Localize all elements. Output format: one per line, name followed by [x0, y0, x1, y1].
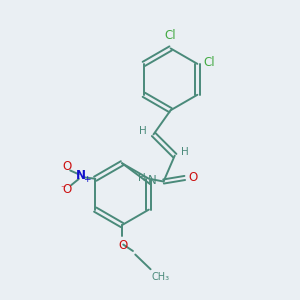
Text: H: H: [181, 147, 189, 157]
Text: Cl: Cl: [165, 29, 176, 42]
Text: ⁻: ⁻: [60, 184, 65, 194]
Text: N: N: [76, 169, 85, 182]
Text: H: H: [139, 126, 147, 136]
Text: +: +: [83, 175, 91, 184]
Text: O: O: [63, 182, 72, 196]
Text: H: H: [138, 173, 146, 183]
Text: O: O: [62, 160, 71, 173]
Text: CH₃: CH₃: [152, 272, 170, 282]
Text: O: O: [189, 172, 198, 184]
Text: N: N: [148, 174, 157, 187]
Text: O: O: [118, 238, 127, 252]
Text: Cl: Cl: [204, 56, 215, 69]
